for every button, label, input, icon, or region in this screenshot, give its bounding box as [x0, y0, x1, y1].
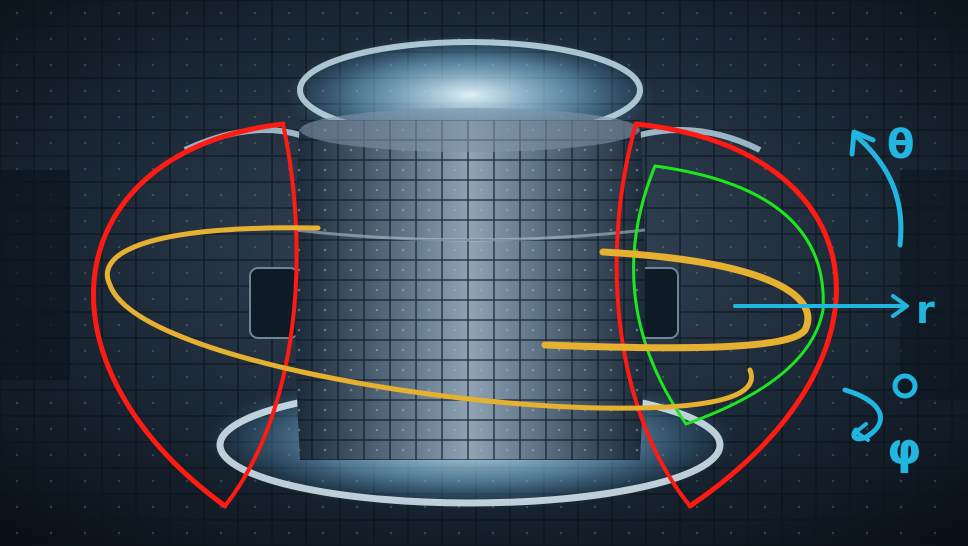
- phi-label: φ: [887, 424, 921, 475]
- right-inner-edge: [614, 122, 692, 508]
- central-solenoid-column: [294, 108, 646, 460]
- left-flux-surface: [90, 121, 286, 509]
- toroidal-field-line: [104, 225, 812, 411]
- theta-label: θ: [887, 122, 914, 168]
- theta-arrow: [852, 132, 904, 248]
- poloidal-arc: [632, 164, 825, 426]
- coordinate-annotations: θ r φ: [733, 122, 935, 475]
- phi-arrow: [842, 387, 883, 442]
- origin-marker: [892, 373, 918, 399]
- right-flux-surface: [633, 121, 839, 509]
- left-inner-edge: [223, 122, 299, 508]
- flux-surface-outlines: [90, 121, 839, 509]
- r-label: r: [916, 288, 935, 332]
